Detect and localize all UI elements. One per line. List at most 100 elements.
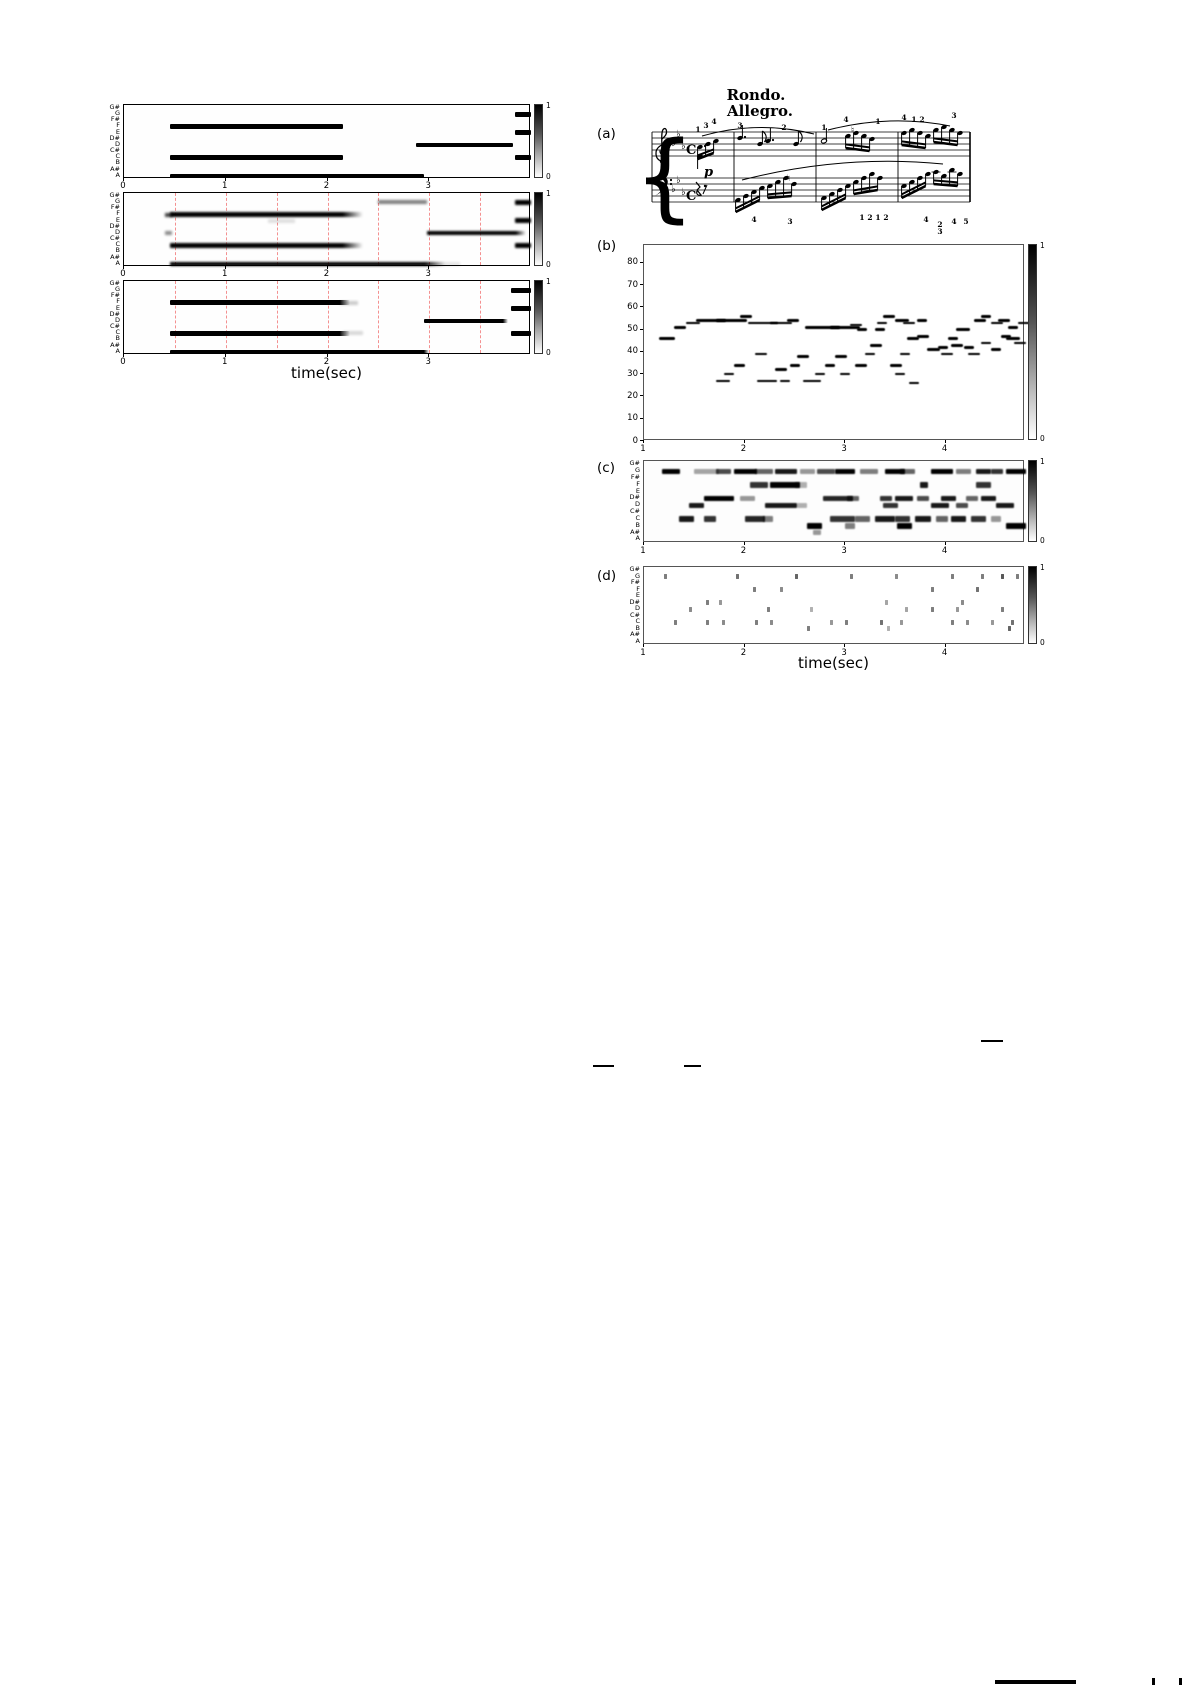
beat-gridline [480,193,482,265]
note-dash [950,343,963,347]
chroma-cell [764,502,797,509]
note-dash [1000,335,1011,338]
y-tick-label: 80 [627,257,638,268]
note-head [925,133,931,139]
chroma-cell [897,523,913,529]
note-bar [514,218,531,224]
x-tick [224,178,226,181]
note-head [901,130,907,136]
pitch-label: G [114,109,120,118]
chroma-cell [995,502,1014,509]
note-head [737,135,743,141]
x-tick-label: 3 [425,357,431,367]
colorbar [1028,460,1037,542]
pitch-label: D [114,315,120,324]
onset-tick [664,574,668,580]
beam [933,137,958,143]
note-head [957,171,963,177]
y-tick-label: 70 [627,279,638,290]
subfigure-label-b: (b) [597,238,617,254]
chroma-cell [965,495,978,502]
onset-tick [950,619,954,625]
x-tick [428,178,430,181]
note-head [925,171,931,177]
fingering-number: 1 [859,213,864,222]
note-dash [895,319,910,323]
pitch-label: C# [110,234,120,243]
note-dash [769,321,792,325]
beam [901,140,926,146]
pitch-label: A [115,258,120,267]
beat-gridline [225,281,227,353]
onset-tick [845,619,849,625]
y-tick [640,395,643,397]
x-tick-label: 3 [841,546,847,556]
beat-gridline [225,193,227,265]
pitch-label: C [635,513,640,522]
beat-gridline [378,281,380,353]
onset-tick [674,619,678,625]
note-head [949,127,955,133]
chroma-cell [930,502,949,509]
treble-clef-icon [655,127,670,164]
pitch-label: E [635,591,640,600]
note-dash [980,314,991,318]
note-head [829,191,835,197]
beat-gridline [429,281,431,353]
chroma-cell [829,516,856,522]
pitch-label: G# [629,459,640,468]
note-dash [824,363,835,367]
chroma-cell [883,502,899,509]
pitch-label: A [115,170,120,179]
fingering-number: 2 [937,220,942,229]
chroma-cell [915,516,931,522]
smear-mark [424,261,460,266]
colorbar [534,104,543,178]
note-dash [865,352,876,356]
fingering-number: 1 [875,213,880,222]
note-dash [734,363,745,367]
beat-gridline [327,193,329,265]
note-bar [169,349,430,355]
x-tick-label: 2 [740,546,747,556]
note-head [743,193,749,199]
x-tick-label: 2 [740,444,747,454]
fingering-number: 3 [737,121,742,130]
onset-tick [752,587,756,593]
figure-left-panel-2 [123,192,531,267]
augmentation-dot [771,138,775,142]
slur [701,126,815,137]
note-bar [169,300,350,305]
beam [933,182,958,188]
pitch-label: C [115,152,120,161]
pitch-label: B [115,246,120,255]
onset-tick [706,619,710,625]
pitch-label: C# [110,322,120,331]
note-head [861,133,867,139]
pitch-label: G# [629,565,640,574]
note-dash [686,321,701,325]
x-tick [643,542,644,545]
note-dash [756,379,777,383]
beat-gridline [480,281,482,353]
x-tick [643,440,644,443]
fingering-number: 3 [951,111,956,120]
note-head [759,185,765,191]
chroma-cell [975,468,991,474]
x-tick [326,178,328,181]
note-flag [762,130,767,143]
onset-tick [950,574,954,580]
pitch-label: F [636,584,640,593]
onset-tick [719,600,723,606]
x-tick-label: 4 [941,546,948,556]
eighth-rest [703,184,707,188]
x-tick-label: 3 [425,181,431,191]
natural-sign: ♮ [787,174,790,184]
x-tick-label: 2 [323,357,330,367]
fingering-number: 3 [703,121,708,130]
bass-clef-icon [655,176,668,196]
beam [853,188,878,196]
pitch-label: D# [109,133,120,142]
onset-tick [880,619,884,625]
